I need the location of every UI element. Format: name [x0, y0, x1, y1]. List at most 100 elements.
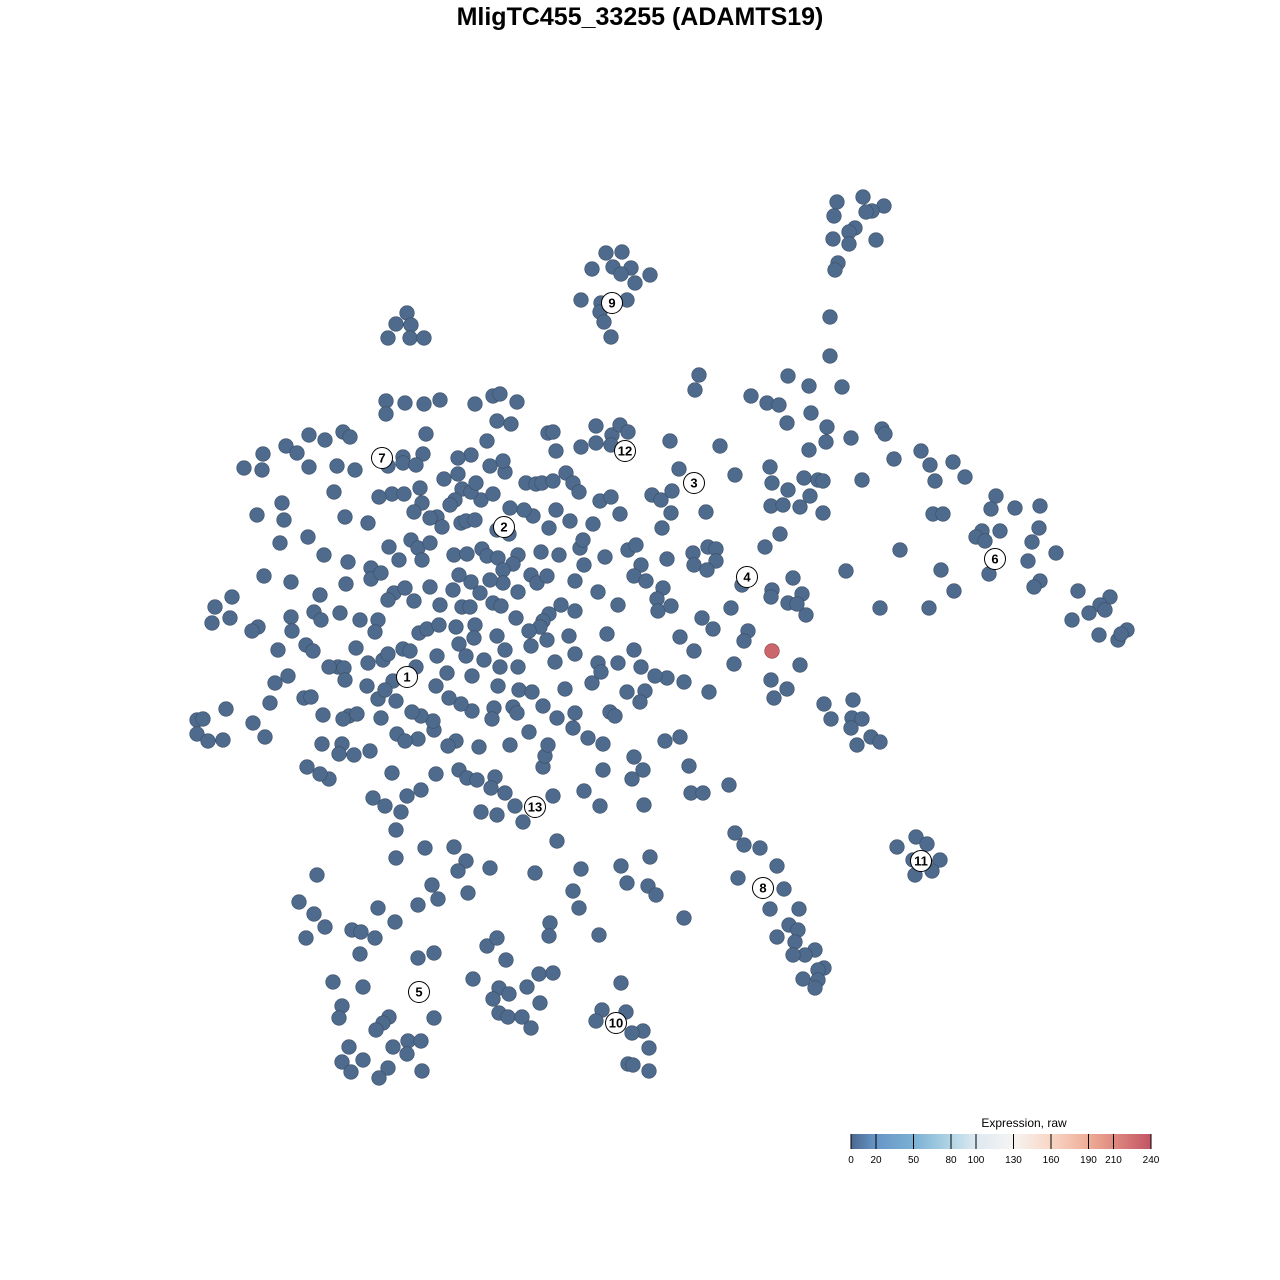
- data-point: [368, 1022, 384, 1038]
- colorbar-tick-label: 80: [945, 1155, 957, 1166]
- data-point: [284, 623, 300, 639]
- data-point: [335, 711, 351, 727]
- data-point: [521, 724, 537, 740]
- data-point: [591, 927, 607, 943]
- data-point: [257, 729, 273, 745]
- data-point: [497, 785, 513, 801]
- data-point: [430, 891, 446, 907]
- data-point: [636, 797, 652, 813]
- data-point: [410, 731, 426, 747]
- data-point: [353, 924, 369, 940]
- cluster-label-badge: [736, 566, 758, 588]
- data-point: [340, 554, 356, 570]
- data-point: [485, 486, 501, 502]
- data-point: [299, 759, 315, 775]
- data-point: [818, 434, 834, 450]
- data-point: [402, 643, 418, 659]
- data-point: [476, 652, 492, 668]
- data-point: [659, 551, 675, 567]
- data-point: [633, 659, 649, 675]
- data-point: [367, 930, 383, 946]
- cluster-label: 1: [396, 666, 418, 688]
- data-point: [502, 500, 518, 516]
- data-point: [641, 1063, 657, 1079]
- data-point: [694, 610, 710, 626]
- cluster-label-text: 1: [403, 670, 410, 685]
- data-point: [723, 600, 739, 616]
- data-point: [562, 513, 578, 529]
- data-point: [413, 1033, 429, 1049]
- data-point: [764, 475, 780, 491]
- data-point: [312, 587, 328, 603]
- data-point: [845, 692, 861, 708]
- data-point: [482, 860, 498, 876]
- data-point: [822, 309, 838, 325]
- data-point: [889, 839, 905, 855]
- data-point: [838, 563, 854, 579]
- data-point: [254, 462, 270, 478]
- cluster-label: 3: [683, 472, 705, 494]
- data-point: [933, 562, 949, 578]
- data-point: [384, 765, 400, 781]
- data-point: [772, 526, 788, 542]
- data-point: [413, 782, 429, 798]
- data-point: [712, 438, 728, 454]
- cluster-label-text: 8: [759, 881, 766, 896]
- data-point: [472, 585, 488, 601]
- data-point: [877, 426, 893, 442]
- data-point: [458, 648, 474, 664]
- data-point: [573, 292, 589, 308]
- cluster-label: 8: [752, 877, 774, 899]
- cluster-label-text: 6: [991, 552, 998, 567]
- data-point: [551, 547, 567, 563]
- data-point: [736, 633, 752, 649]
- colorbar-tick-label: 0: [848, 1155, 854, 1166]
- data-point: [624, 1025, 640, 1041]
- data-point: [283, 609, 299, 625]
- data-point: [306, 906, 322, 922]
- data-point: [380, 1060, 396, 1076]
- data-point: [650, 603, 666, 619]
- data-point: [1091, 627, 1107, 643]
- data-point: [300, 529, 316, 545]
- data-point: [493, 598, 509, 614]
- data-point: [834, 379, 850, 395]
- data-point: [489, 807, 505, 823]
- data-point: [886, 451, 902, 467]
- data-point: [321, 659, 337, 675]
- data-point: [343, 1064, 359, 1080]
- cluster-label-badge: [984, 548, 1006, 570]
- data-point: [523, 1020, 539, 1036]
- data-point: [1097, 602, 1113, 618]
- data-point: [460, 885, 476, 901]
- data-point: [387, 914, 403, 930]
- data-point: [626, 749, 642, 765]
- data-point: [509, 705, 525, 721]
- data-point: [215, 732, 231, 748]
- data-point: [485, 991, 501, 1007]
- cluster-label: 2: [493, 516, 515, 538]
- data-point: [482, 458, 498, 474]
- data-point: [495, 453, 511, 469]
- data-point: [590, 584, 606, 600]
- data-point: [610, 597, 626, 613]
- data-point: [843, 720, 859, 736]
- data-point: [827, 262, 843, 278]
- data-point: [573, 439, 589, 455]
- data-point: [663, 598, 679, 614]
- data-point: [593, 664, 609, 680]
- data-point: [467, 396, 483, 412]
- data-point: [222, 610, 238, 626]
- data-point: [922, 457, 938, 473]
- data-point: [244, 623, 260, 639]
- data-point: [532, 995, 548, 1011]
- data-point: [508, 610, 524, 626]
- data-point: [872, 734, 888, 750]
- data-point: [1081, 605, 1097, 621]
- cluster-label: 13: [524, 796, 546, 818]
- data-point: [378, 406, 394, 422]
- data-point: [919, 836, 935, 852]
- chart-title: MligTC455_33255 (ADAMTS19): [456, 3, 824, 31]
- data-point: [701, 684, 717, 700]
- data-point: [635, 762, 651, 778]
